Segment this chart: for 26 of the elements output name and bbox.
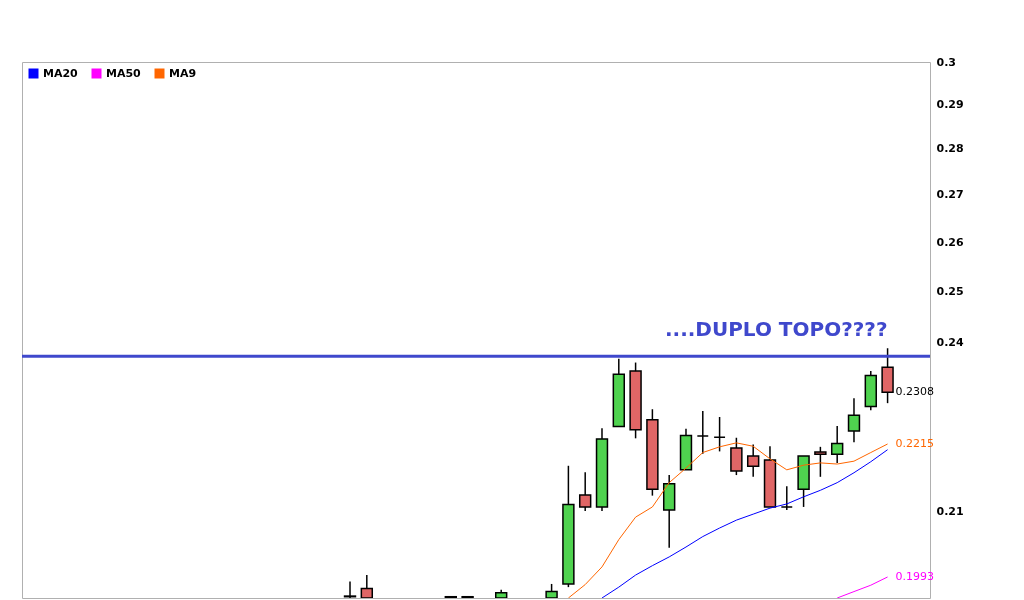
candlestick <box>847 397 861 444</box>
y-tick-label: 0.29 <box>936 98 964 112</box>
candlestick <box>780 485 793 511</box>
y-tick-label: 0.25 <box>936 285 964 299</box>
candlestick <box>730 437 743 476</box>
candlestick <box>746 443 760 478</box>
candlestick <box>713 416 726 453</box>
legend-label: MA50 <box>106 66 142 80</box>
y-tick-label: 0.21 <box>936 504 964 518</box>
candlestick <box>578 471 592 512</box>
y-tick-label: 0.28 <box>936 142 964 156</box>
ref-line-label: ....DUPLO TOPO???? <box>664 317 888 342</box>
data-label: 0.1993 <box>895 569 935 583</box>
candlestick <box>343 580 357 598</box>
y-tick-label: 0.3 <box>936 55 956 69</box>
candlestick <box>696 410 709 455</box>
y-tick-label: 0.27 <box>936 188 964 202</box>
legend-label: MA9 <box>169 66 197 80</box>
candlestick <box>830 425 844 464</box>
y-tick-label: 0.24 <box>936 336 964 350</box>
line-series <box>836 576 889 598</box>
legend-label: MA20 <box>43 66 79 80</box>
text: 0.2308 <box>895 385 935 399</box>
data-label: 0.2215 <box>895 436 935 450</box>
candlestick <box>814 446 827 478</box>
y-tick-label: 0.26 <box>936 235 964 249</box>
